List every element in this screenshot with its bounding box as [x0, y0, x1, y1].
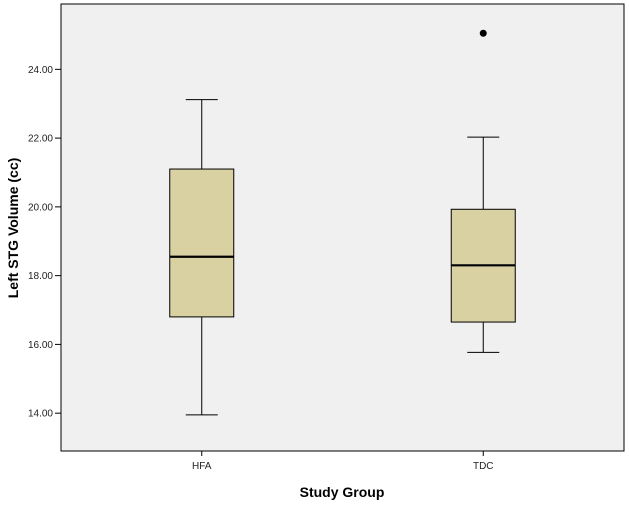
box-hfa — [169, 99, 235, 416]
y-tick-label: 22.00 — [28, 134, 53, 145]
x-axis: HFA TDC — [192, 451, 494, 472]
y-tick-label: 18.00 — [28, 271, 53, 282]
y-tick-label: 14.00 — [28, 409, 53, 420]
outlier-point — [479, 29, 487, 37]
y-axis: 14.00 16.00 18.00 20.00 22.00 24.00 — [28, 65, 61, 420]
x-axis-title: Study Group — [300, 484, 385, 500]
interquartile-box — [169, 168, 235, 318]
x-tick-label: TDC — [473, 461, 494, 472]
plot-area — [60, 3, 625, 452]
x-tick-label: HFA — [192, 461, 212, 472]
y-tick-label: 24.00 — [28, 65, 53, 76]
y-tick-label: 20.00 — [28, 202, 53, 213]
y-axis-title: Left STG Volume (cc) — [5, 158, 21, 299]
box-series — [169, 29, 516, 416]
box-tdc — [450, 29, 516, 353]
y-tick-label: 16.00 — [28, 340, 53, 351]
